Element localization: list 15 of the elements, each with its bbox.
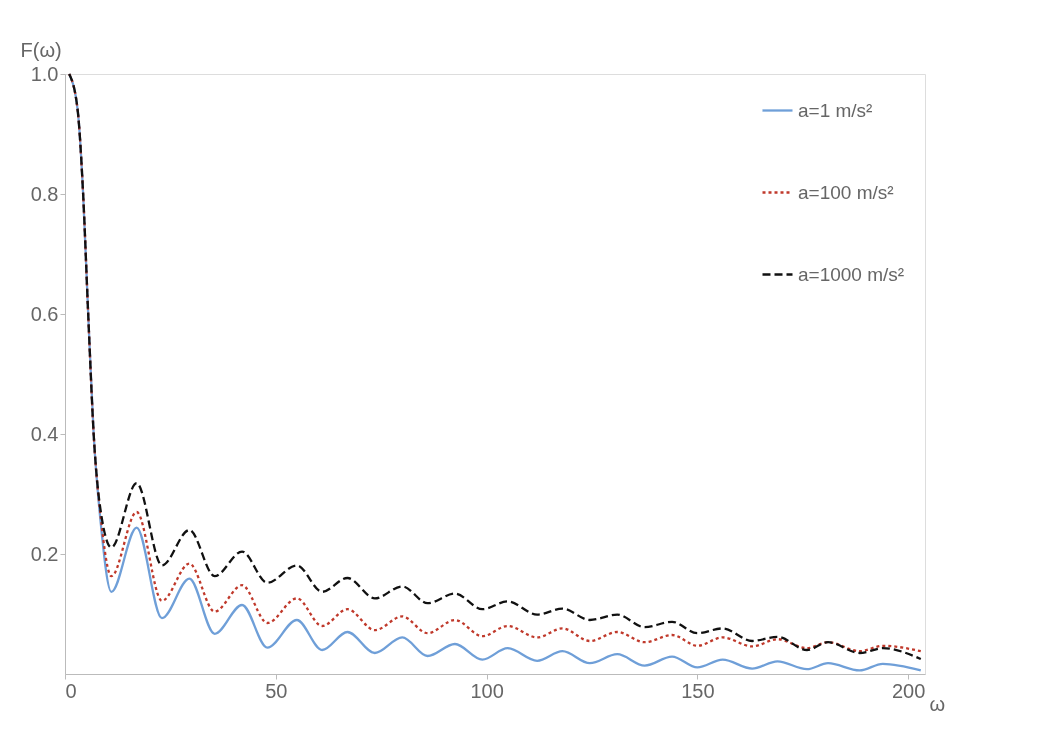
x-tick-label: 0 [65,679,77,702]
x-tick-label: 150 [681,679,715,702]
y-tick-label: 0.4 [30,422,59,445]
x-tick-label: 100 [470,679,504,702]
y-tick-label: 0.6 [30,302,59,325]
x-tick-label: 50 [265,679,288,702]
legend-label: a=100 m/s² [798,181,894,203]
legend-label: a=1 m/s² [798,99,873,121]
legend-label: a=1000 m/s² [798,263,905,285]
x-axis-title: ω [929,692,946,715]
y-tick-label: 1.0 [30,62,59,85]
x-tick-label: 200 [891,679,926,702]
y-axis-title: F(ω) [20,38,62,61]
y-tick-label: 0.2 [30,542,59,565]
y-tick-label: 0.8 [30,182,59,205]
